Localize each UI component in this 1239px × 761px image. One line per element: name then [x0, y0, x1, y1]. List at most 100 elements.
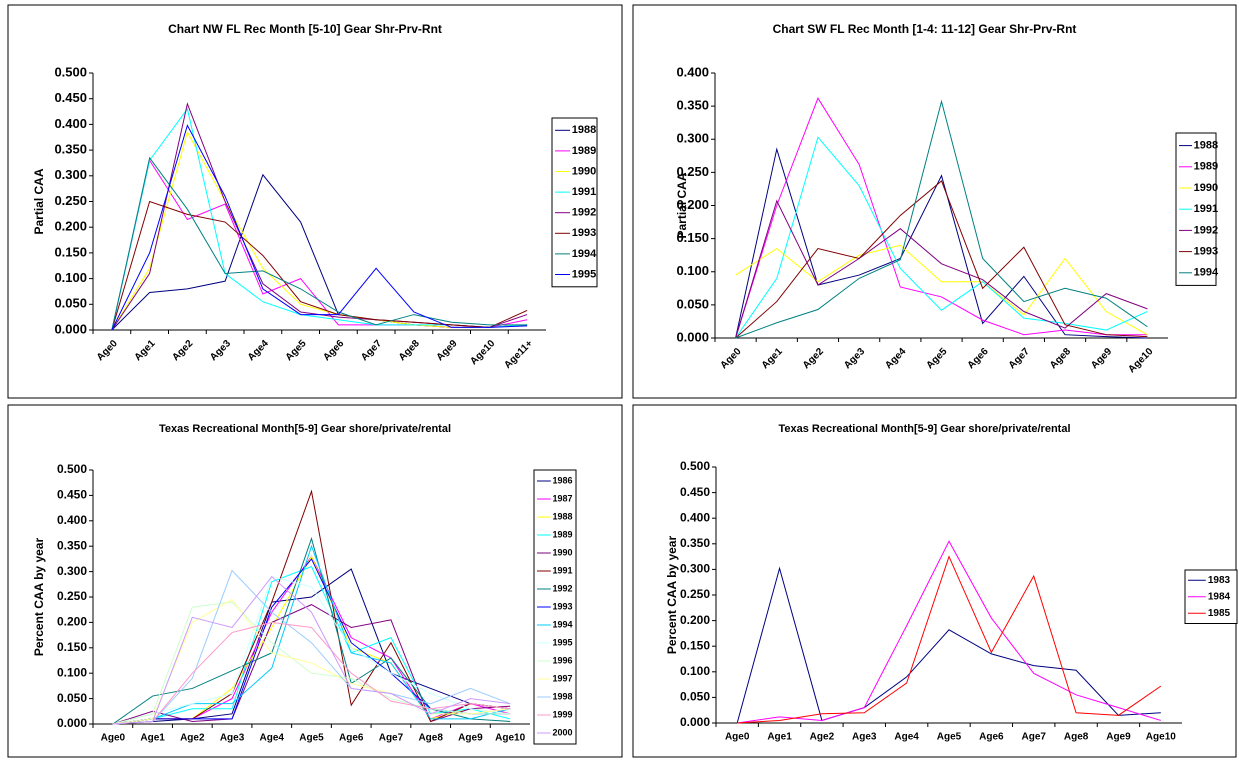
y-tick-label: 0.050: [54, 296, 87, 311]
legend-label: 1990: [1194, 182, 1218, 194]
series-line: [737, 555, 1162, 724]
chart-panel: Texas Recreational Month[5-9] Gear shore…: [632, 404, 1238, 758]
series-line: [112, 621, 511, 725]
y-tick-label: 0.350: [54, 142, 87, 157]
x-tick-label: Age10: [495, 733, 525, 744]
y-tick-label: 0.000: [54, 321, 87, 336]
series-line: [112, 568, 511, 725]
y-tick-label: 0.500: [680, 459, 710, 473]
series-line: [735, 99, 1148, 339]
x-tick-label: Age5: [299, 733, 324, 744]
y-tick-label: 0.050: [680, 690, 710, 704]
y-tick-label: 0.350: [676, 98, 709, 113]
series-line: [736, 566, 1161, 724]
y-tick-label: 0.100: [57, 665, 87, 679]
y-tick-label: 0.250: [54, 193, 87, 208]
legend-label: 1987: [552, 493, 572, 503]
panel-border: [632, 4, 1237, 399]
series-line: [112, 536, 511, 725]
legend-label: 1991: [572, 186, 596, 198]
legend-label: 1986: [552, 475, 572, 485]
legend-label: 1988: [572, 124, 596, 136]
y-tick-label: 0.150: [680, 638, 710, 652]
y-tick-label: 0.300: [676, 131, 709, 146]
chart-title: Texas Recreational Month[5-9] Gear shore…: [159, 423, 451, 435]
y-tick-label: 0.350: [680, 536, 710, 550]
legend-label: 1994: [1194, 267, 1219, 279]
series-line: [735, 180, 1148, 339]
legend-label: 2000: [552, 727, 572, 737]
y-tick-label: 0.400: [676, 64, 709, 79]
x-tick-label: Age3: [852, 732, 877, 743]
legend-label: 1997: [552, 673, 572, 683]
series-line: [112, 569, 511, 725]
y-tick-label: 0.300: [680, 562, 710, 576]
y-tick-label: 0.500: [57, 462, 87, 476]
y-tick-label: 0.400: [680, 510, 710, 524]
series-line: [112, 601, 511, 725]
legend-label: 1983: [1208, 575, 1231, 586]
y-tick-label: 0.000: [680, 715, 710, 729]
x-tick-label: Age6: [339, 733, 364, 744]
y-tick-label: 0.050: [57, 691, 87, 705]
x-tick-label: Age0: [101, 733, 126, 744]
legend-label: 1985: [1208, 608, 1231, 619]
legend-label: 1984: [1208, 591, 1231, 602]
legend-label: 1992: [1194, 224, 1218, 236]
x-tick-label: Age2: [180, 733, 205, 744]
legend-label: 1991: [552, 565, 572, 575]
y-tick-label: 0.200: [676, 197, 709, 212]
y-tick-label: 0.100: [54, 270, 87, 285]
x-tick-label: Age7: [1022, 732, 1047, 743]
series-line: [112, 544, 511, 725]
y-axis-label: Percent CAA by year: [32, 538, 46, 657]
x-tick-label: Age10: [1146, 732, 1176, 743]
y-tick-label: 0.250: [680, 587, 710, 601]
y-tick-label: 0.200: [680, 613, 710, 627]
series-line: [735, 244, 1148, 336]
y-tick-label: 0.100: [680, 664, 710, 678]
x-tick-label: Age9: [458, 733, 483, 744]
y-tick-label: 0.000: [676, 329, 709, 344]
panel-border: [7, 4, 623, 399]
chart-panel: Texas Recreational Month[5-9] Gear shore…: [7, 404, 623, 758]
x-tick-label: Age1: [767, 732, 792, 743]
legend-label: 1994: [572, 248, 597, 260]
legend-label: 1996: [552, 655, 572, 665]
legend-label: 1992: [552, 583, 572, 593]
panel-border: [7, 404, 623, 758]
series-line: [735, 136, 1148, 339]
legend-label: 1990: [552, 547, 572, 557]
legend-box: [551, 117, 598, 288]
x-tick-label: Age9: [1106, 732, 1131, 743]
series-line: [737, 540, 1161, 724]
legend-label: 1993: [552, 601, 572, 611]
y-tick-label: 0.000: [57, 716, 87, 730]
y-tick-label: 0.300: [54, 167, 87, 182]
series-line: [112, 604, 511, 725]
y-tick-label: 0.150: [676, 230, 709, 245]
y-tick-label: 0.450: [54, 90, 87, 105]
y-tick-label: 0.150: [57, 640, 87, 654]
y-tick-label: 0.500: [54, 64, 87, 79]
y-tick-label: 0.400: [54, 116, 87, 131]
legend-label: 1994: [552, 619, 572, 629]
y-tick-label: 0.100: [676, 263, 709, 278]
y-tick-label: 0.250: [57, 589, 87, 603]
legend-label: 1993: [572, 227, 596, 239]
x-tick-label: Age3: [220, 733, 245, 744]
y-tick-label: 0.200: [57, 615, 87, 629]
chart-title: Chart SW FL Rec Month [1-4: 11-12] Gear …: [773, 22, 1077, 36]
x-tick-label: Age5: [937, 732, 962, 743]
y-tick-label: 0.200: [54, 219, 87, 234]
chart-title: Texas Recreational Month[5-9] Gear shore…: [779, 423, 1071, 435]
y-tick-label: 0.400: [57, 513, 87, 527]
x-tick-label: Age4: [894, 732, 919, 743]
y-tick-label: 0.350: [57, 538, 87, 552]
y-axis-label: Percent CAA by year: [665, 536, 679, 655]
panel-border: [632, 404, 1237, 758]
series-line: [112, 598, 511, 725]
series-line: [112, 575, 511, 725]
chart-panel: Chart SW FL Rec Month [1-4: 11-12] Gear …: [632, 4, 1237, 399]
